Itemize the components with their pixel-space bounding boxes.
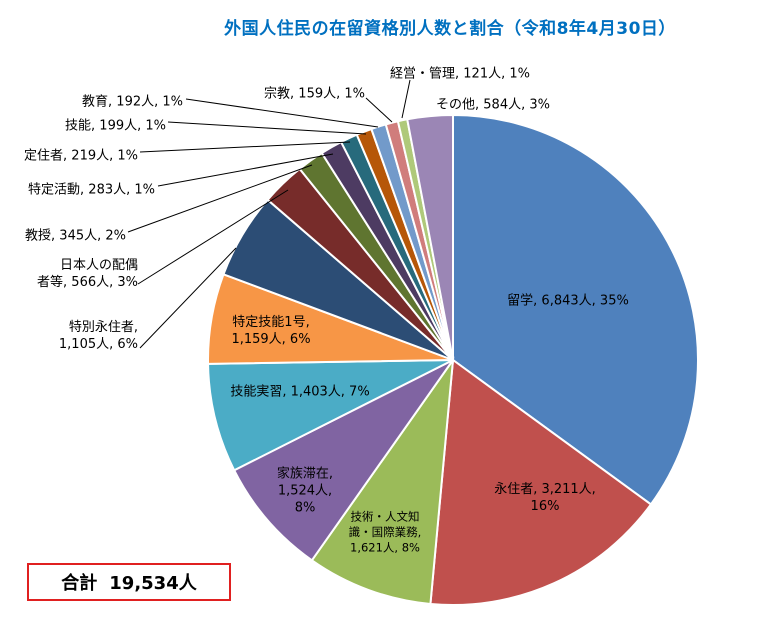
- leader-line-9: [127, 164, 313, 233]
- pie-slice-2: [429, 358, 653, 606]
- leader-line-13: [185, 98, 379, 128]
- leader-line-12: [167, 121, 367, 135]
- slice-label-9: 教授, 345人, 2%: [25, 228, 126, 244]
- slice-label-8: 日本人の配偶者等, 566人, 3%: [37, 258, 138, 290]
- slice-label-3: 技術・人文知識・国際業務, 1,621人, 8%: [349, 510, 422, 555]
- pie-slice-16: [406, 113, 454, 361]
- leader-line-8: [137, 189, 289, 285]
- leader-line-15: [401, 79, 411, 119]
- slice-label-13: 教育, 192人, 1%: [82, 94, 183, 110]
- slice-label-4: 家族滞在, 1,524人, 8%: [277, 466, 333, 516]
- slice-label-11: 定住者, 219人, 1%: [24, 149, 138, 164]
- pie-slice-4: [232, 359, 454, 562]
- slice-label-14: 宗教, 159人, 1%: [264, 86, 365, 102]
- slice-label-10: 特定活動, 283人, 1%: [28, 183, 155, 198]
- leader-line-7: [139, 247, 237, 349]
- slice-label-1: 留学, 6,843人, 35%: [507, 293, 629, 309]
- slice-label-7: 特別永住者, 1,105人, 6%: [59, 320, 138, 352]
- total-box: 合計 19,534人: [27, 563, 231, 601]
- pie-slice-5: [207, 359, 454, 472]
- slice-label-16: その他, 584人, 3%: [436, 98, 550, 113]
- total-value: 19,534人: [109, 573, 197, 594]
- slice-label-12: 技能, 199人, 1%: [65, 119, 166, 134]
- slice-label-6: 特定技能1号, 1,159人, 6%: [231, 315, 310, 347]
- pie-slice-3: [310, 356, 455, 606]
- slice-label-2: 永住者, 3,211人, 16%: [494, 482, 596, 514]
- leader-line-11: [139, 141, 351, 153]
- slice-label-15: 経営・管理, 121人, 1%: [390, 67, 530, 82]
- slice-label-5: 技能実習, 1,403人, 7%: [230, 384, 369, 400]
- pie-slice-1: [452, 113, 700, 506]
- chart-title: 外国人住民の在留資格別人数と割合（令和8年4月30日）: [224, 19, 676, 39]
- leader-line-10: [157, 153, 334, 187]
- total-label: 合計: [61, 573, 98, 594]
- leader-line-14: [365, 97, 393, 123]
